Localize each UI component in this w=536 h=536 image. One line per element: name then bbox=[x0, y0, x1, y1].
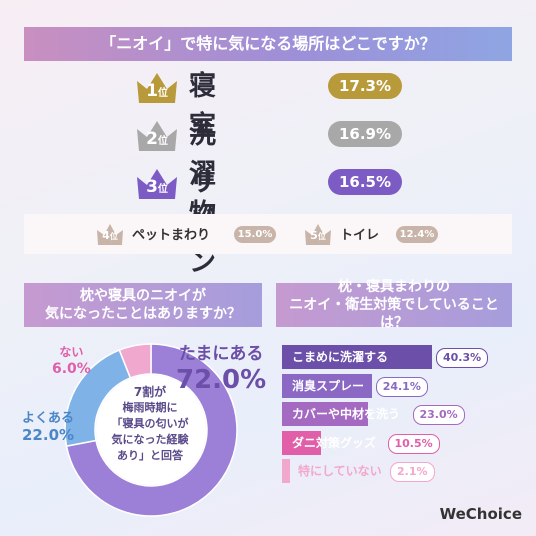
rank-suffix: 位 bbox=[157, 88, 168, 99]
donut-label-often: よくある 22.0% bbox=[22, 410, 74, 444]
rank-number: 4 bbox=[102, 229, 110, 242]
crown-icon: 1位 bbox=[135, 69, 179, 105]
measure-bar-label: 特にしていない bbox=[298, 464, 382, 478]
rank-label: ペットまわり bbox=[132, 228, 211, 243]
measure-bar-label: こまめに洗濯する bbox=[292, 350, 389, 364]
center-note-line: 気になった経験 bbox=[111, 433, 189, 446]
rank-number: 5 bbox=[310, 229, 318, 242]
rank-value-pill: 17.3% bbox=[328, 73, 402, 99]
donut-label-value: 22.0% bbox=[22, 426, 75, 444]
donut-hole bbox=[96, 375, 206, 485]
rank-value-pill: 15.0% bbox=[234, 226, 276, 243]
question-banner-3: 枕・寝具まわりのニオイ・衛生対策でしていることは？ bbox=[276, 279, 512, 331]
question-line: 枕・寝具まわりの bbox=[338, 279, 450, 295]
center-note-line: 梅雨時期に bbox=[122, 401, 178, 414]
measure-bar-value: 24.1% bbox=[375, 376, 428, 397]
measure-bar bbox=[282, 459, 290, 483]
rank-value-pill: 12.4% bbox=[396, 226, 438, 243]
center-note-line: 「寝具の匂いが bbox=[111, 417, 189, 430]
rank-suffix: 位 bbox=[317, 232, 326, 241]
question-line: ニオイ・衛生対策でしていることは？ bbox=[289, 297, 499, 331]
rank-number: 3 bbox=[146, 177, 158, 197]
donut-label-value: 6.0% bbox=[52, 361, 91, 377]
question-line: 気になったことはありますか？ bbox=[45, 306, 241, 322]
rank-suffix: 位 bbox=[109, 232, 118, 241]
measure-bar-value: 40.3% bbox=[436, 348, 489, 368]
measure-bar-label: カバーや中材を洗う bbox=[292, 407, 401, 421]
crown-icon: 5位 bbox=[304, 222, 332, 246]
donut-label-text: よくある bbox=[22, 411, 75, 426]
wechoice-logo: WeChoice bbox=[439, 505, 522, 523]
rank-label: 寝室 bbox=[189, 71, 216, 142]
donut-slice-1 bbox=[65, 343, 238, 517]
rank-suffix: 位 bbox=[157, 136, 168, 147]
donut-chart bbox=[64, 343, 238, 517]
crown-icon: 2位 bbox=[135, 117, 179, 153]
question-banner-2: 枕や寝具のニオイが気になったことはありますか？ bbox=[24, 283, 262, 327]
rank-label: トイレ bbox=[340, 228, 380, 243]
rank-number: 2 bbox=[146, 129, 158, 149]
measure-bar-value: 10.5% bbox=[387, 433, 440, 454]
rank-value-pill: 16.9% bbox=[328, 121, 402, 147]
center-note-line: あり」と回答 bbox=[117, 449, 183, 462]
measure-bar bbox=[282, 402, 368, 426]
donut-slice-3 bbox=[118, 343, 152, 379]
donut-label-text: ない bbox=[59, 345, 84, 359]
main-question-banner: 「ニオイ」で特に気になる場所はどこですか？ bbox=[24, 27, 512, 61]
crown-icon: 3位 bbox=[135, 165, 179, 201]
measure-bar bbox=[282, 345, 432, 369]
measure-bar bbox=[282, 373, 372, 398]
minor-ranks-box: 4位 ペットまわり 15.0% 5位 トイレ 12.4% bbox=[24, 214, 512, 254]
rank-suffix: 位 bbox=[157, 184, 168, 195]
measure-bar bbox=[282, 430, 322, 455]
measure-bar-label: ダニ対策グッズ bbox=[292, 435, 377, 450]
center-note-line: 7割が bbox=[133, 385, 167, 399]
question-line: 枕や寝具のニオイが bbox=[80, 288, 206, 304]
donut-label-sometimes: たまにある 72.0% bbox=[176, 342, 266, 394]
measure-bar-value: 23.0% bbox=[412, 405, 465, 425]
donut-label-none: ない 6.0% bbox=[52, 344, 91, 378]
measure-bar-value: 2.1% bbox=[390, 462, 435, 482]
rank-value-pill: 16.5% bbox=[328, 169, 402, 195]
donut-center-note: 7割が 梅雨時期に 「寝具の匂いが 気になった経験 あり」と回答 bbox=[96, 384, 204, 464]
donut-label-value: 72.0% bbox=[176, 365, 267, 395]
measure-bar-label: 消臭スプレー bbox=[292, 378, 365, 393]
crown-icon: 4位 bbox=[96, 222, 124, 246]
rank-number: 1 bbox=[146, 81, 158, 101]
donut-label-text: たまにある bbox=[178, 344, 264, 364]
